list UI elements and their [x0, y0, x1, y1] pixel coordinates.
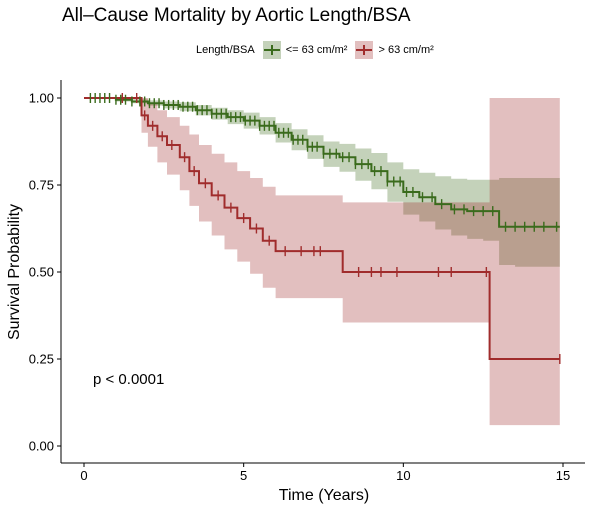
x-tick-label-3: 15 [556, 468, 570, 483]
chart-title: All–Cause Mortality by Aortic Length/BSA [62, 5, 411, 26]
x-tick-label-1: 5 [240, 468, 247, 483]
ci-band-series-0 [84, 98, 560, 267]
legend: Length/BSA <= 63 cm/m² > 63 cm/m² [196, 40, 442, 60]
survival-line-series-1 [84, 97, 560, 360]
legend-key-short [262, 41, 281, 59]
x-axis-label: Time (Years) [279, 487, 369, 504]
legend-title: Length/BSA [196, 44, 255, 56]
x-tick-label-0: 0 [80, 468, 87, 483]
y-tick-label-2: 0.50 [29, 265, 54, 280]
legend-label-short: <= 63 cm/m² [285, 44, 348, 56]
p-value-annotation: p < 0.0001 [93, 371, 164, 388]
y-tick-label-3: 0.75 [29, 178, 54, 193]
legend-key-long [355, 41, 374, 59]
censor-marks [89, 93, 561, 364]
y-tick-label-4: 1.00 [29, 91, 54, 106]
confidence-bands [84, 98, 560, 426]
x-tick-label-2: 10 [396, 468, 410, 483]
y-tick-label-0: 0.00 [29, 439, 54, 454]
legend-label-long: > 63 cm/m² [378, 44, 434, 56]
ci-band-series-1 [84, 98, 560, 426]
axes: 0 5 10 15 0.00 0.25 0.50 0.75 1.00 [29, 80, 585, 483]
legend-item-short: <= 63 cm/m² [262, 41, 348, 59]
y-axis-label: Survival Probability [6, 204, 23, 340]
y-tick-label-1: 0.25 [29, 352, 54, 367]
legend-item-long: > 63 cm/m² [355, 41, 434, 59]
